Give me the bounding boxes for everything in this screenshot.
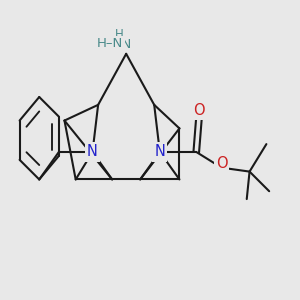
Text: H–N: H–N bbox=[106, 38, 132, 50]
Text: H: H bbox=[114, 26, 124, 39]
Text: O: O bbox=[216, 156, 227, 171]
Text: H–N: H–N bbox=[97, 37, 123, 50]
Text: O: O bbox=[193, 103, 205, 118]
Text: N: N bbox=[87, 145, 98, 160]
Text: H: H bbox=[115, 28, 123, 41]
Text: N: N bbox=[154, 145, 165, 160]
